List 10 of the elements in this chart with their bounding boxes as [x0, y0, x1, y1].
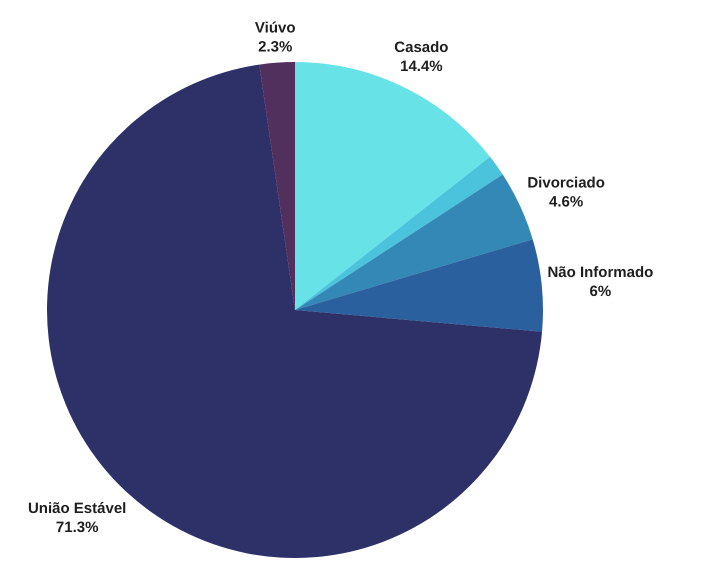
slice-label: Não Informado: [547, 264, 654, 282]
data-label: 2.3%: [258, 38, 292, 56]
slice-label: Viúvo: [254, 19, 296, 36]
data-label: 4.6%: [549, 193, 584, 210]
data-label: 14.4%: [400, 58, 443, 75]
data-label: 6%: [590, 283, 612, 300]
data-label: 71.3%: [56, 519, 98, 536]
slice-label: Casado: [394, 38, 448, 56]
slice-label: Divorciado: [527, 174, 605, 192]
slice-label: União Estável: [28, 500, 126, 518]
